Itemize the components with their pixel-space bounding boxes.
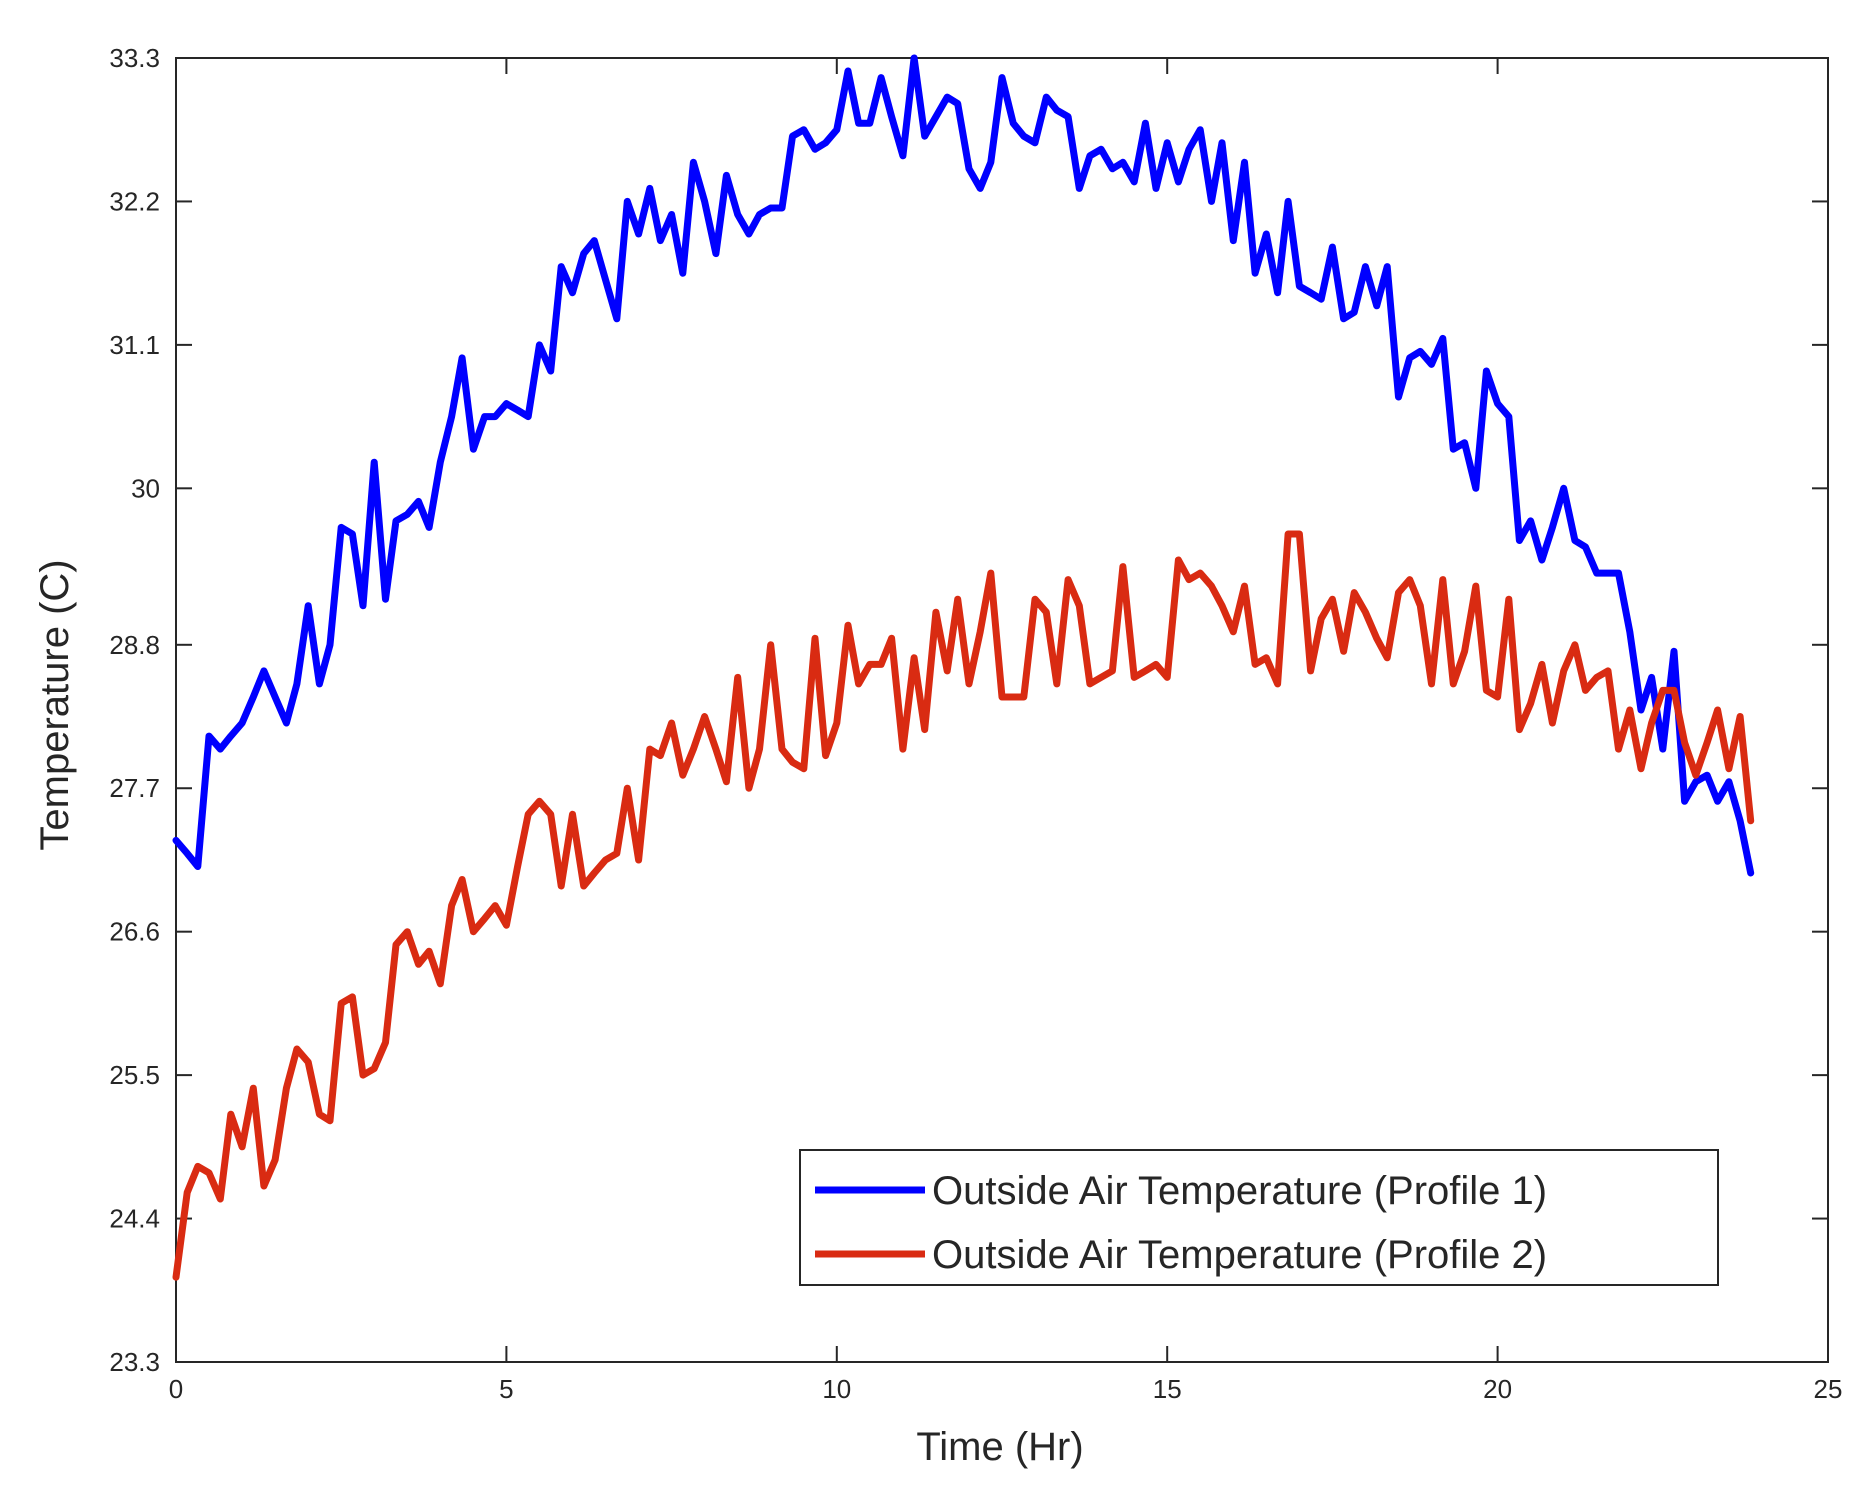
x-tick-label: 25 (1814, 1374, 1843, 1404)
legend: Outside Air Temperature (Profile 1) Outs… (799, 1149, 1719, 1286)
x-tick-label: 15 (1153, 1374, 1182, 1404)
y-tick-label: 33.3 (109, 43, 160, 73)
y-tick-label: 31.1 (109, 330, 160, 360)
legend-label-profile-1: Outside Air Temperature (Profile 1) (932, 1169, 1547, 1213)
legend-label-profile-2: Outside Air Temperature (Profile 2) (932, 1233, 1547, 1277)
y-tick-label: 25.5 (109, 1060, 160, 1090)
x-tick-label: 10 (822, 1374, 851, 1404)
x-tick-label: 5 (499, 1374, 513, 1404)
x-axis-title: Time (Hr) (916, 1425, 1083, 1469)
x-tick-label: 0 (169, 1374, 183, 1404)
x-tick-label: 20 (1483, 1374, 1512, 1404)
y-tick-label: 28.8 (109, 630, 160, 660)
series-line-profile-1 (172, 54, 1755, 877)
y-tick-label: 23.3 (109, 1347, 160, 1377)
series-line-profile-2 (172, 530, 1755, 1281)
y-axis-title: Temperature (C) (33, 559, 77, 850)
y-tick-label: 27.7 (109, 773, 160, 803)
y-tick-label: 32.2 (109, 186, 160, 216)
y-tick-label: 30 (131, 473, 160, 503)
legend-box (799, 1149, 1719, 1286)
y-tick-label: 26.6 (109, 917, 160, 947)
y-tick-label: 24.4 (109, 1204, 160, 1234)
